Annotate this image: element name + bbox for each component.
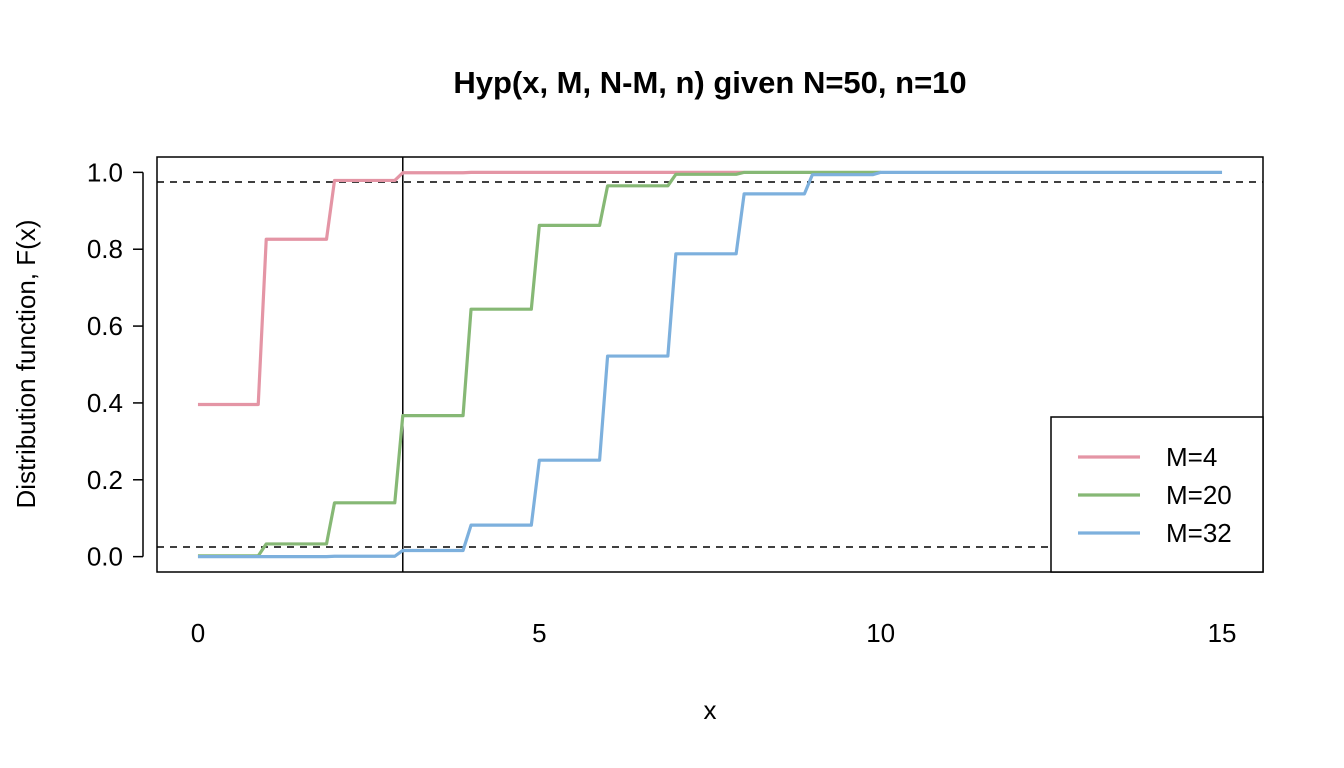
plot-frame [156, 156, 1264, 573]
x-axis: 0 5 10 15 [191, 618, 1237, 648]
y-axis: 0.0 0.2 0.4 0.6 0.8 1.0 [87, 157, 144, 572]
y-tick-label: 0.0 [87, 542, 123, 572]
legend-label: M=4 [1166, 442, 1217, 472]
x-tick-label: 15 [1208, 618, 1237, 648]
series-line-0 [197, 170, 745, 407]
series-M=32 [197, 170, 1223, 559]
x-tick-label: 10 [866, 618, 895, 648]
legend-label: M=20 [1166, 480, 1232, 510]
series-line-1 [197, 170, 881, 558]
series-layer [197, 170, 1223, 559]
legend-box [1050, 416, 1264, 573]
y-tick-label: 0.2 [87, 465, 123, 495]
series-line-2 [197, 170, 1223, 559]
series-M=4 [197, 170, 745, 407]
y-tick-label: 0.4 [87, 388, 123, 418]
y-axis-label: Distribution function, F(x) [11, 220, 41, 509]
y-tick-label: 1.0 [87, 157, 123, 187]
x-tick-label: 5 [532, 618, 546, 648]
chart-title: Hyp(x, M, N-M, n) given N=50, n=10 [453, 65, 966, 100]
legend-label: M=32 [1166, 518, 1232, 548]
legend: M=4 M=20 M=32 [1050, 416, 1264, 573]
x-axis-label: x [704, 695, 717, 725]
x-tick-label: 0 [191, 618, 205, 648]
y-tick-label: 0.6 [87, 311, 123, 341]
series-M=20 [197, 170, 881, 558]
y-tick-label: 0.8 [87, 234, 123, 264]
